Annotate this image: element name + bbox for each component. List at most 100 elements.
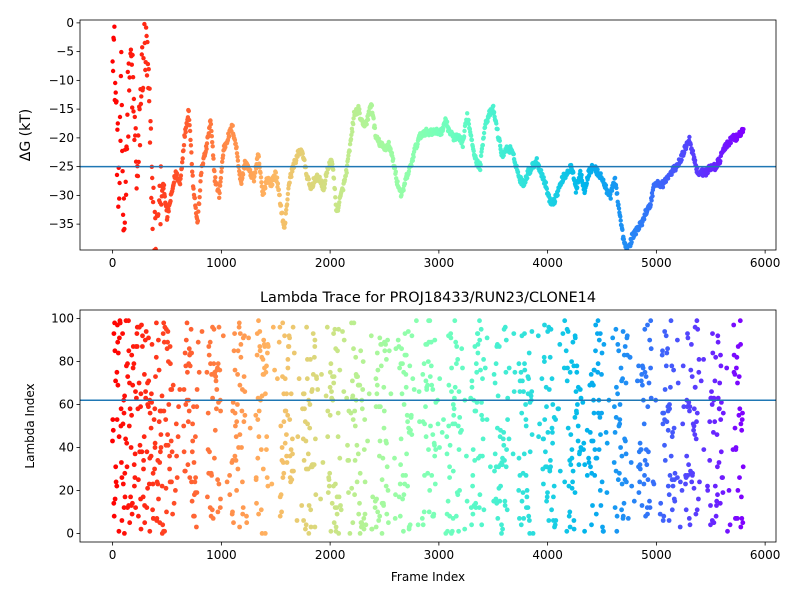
bottom-point-1153	[651, 481, 657, 487]
top-point-402	[285, 197, 290, 202]
bottom-point-151	[159, 393, 165, 399]
bottom-point-1121	[638, 378, 644, 384]
top-point-232	[211, 156, 216, 161]
bottom-point-637	[400, 496, 405, 502]
bottom-point-387	[280, 475, 286, 480]
top-point-489	[323, 178, 328, 183]
bottom-point-393	[282, 333, 287, 339]
bottom-point-1107	[628, 460, 634, 465]
bottom-point-1066	[612, 430, 618, 435]
bottom-point-544	[354, 442, 360, 448]
top-point-283	[233, 141, 238, 146]
bottom-point-980	[569, 485, 575, 491]
bottom-point-1049	[598, 503, 604, 508]
bottom-point-1263	[709, 402, 715, 407]
bottom-point-472	[320, 460, 326, 465]
bottom-point-336	[254, 352, 260, 358]
bottom-point-292	[231, 520, 236, 526]
bottom-point-592	[377, 513, 383, 519]
bottom-point-583	[374, 391, 380, 397]
top-point-225	[208, 118, 213, 123]
bottom-point-930	[545, 430, 551, 435]
bottom-point-820	[492, 451, 498, 457]
bottom-point-535	[351, 320, 357, 326]
bottom-point-660	[407, 522, 413, 528]
bottom-point-957	[557, 468, 563, 474]
top-point-554	[351, 116, 356, 121]
bottom-point-564	[361, 516, 367, 521]
bottom-point-298	[233, 423, 238, 429]
bottom-point-915	[541, 481, 546, 487]
top-point-49	[131, 96, 137, 102]
top-point-296	[239, 181, 244, 186]
bottom-point-1117	[637, 462, 643, 468]
bottom-point-916	[541, 436, 546, 442]
bottom-point-1327	[739, 427, 745, 433]
bottom-point-979	[569, 447, 575, 452]
bottom-point-214	[187, 363, 193, 369]
bottom-point-301	[234, 488, 240, 493]
top-point-181	[189, 150, 194, 155]
bottom-point-469	[315, 387, 321, 392]
bottom-point-371	[265, 483, 271, 489]
bottom-point-996	[575, 402, 580, 407]
bottom-point-832	[496, 344, 502, 349]
bottom-point-476	[325, 434, 331, 440]
top-point-846	[478, 162, 483, 167]
bottom-point-1207	[683, 481, 688, 487]
bottom-point-375	[272, 367, 277, 373]
bottom-point-785	[473, 500, 479, 506]
bottom-point-723	[444, 434, 450, 440]
bottom-point-279	[218, 496, 223, 502]
bottom-point-1012	[584, 473, 590, 478]
top-point-401	[284, 202, 290, 207]
top-point-81	[145, 61, 151, 67]
top-point-642	[389, 150, 395, 156]
bottom-point-212	[186, 346, 192, 352]
bottom-point-295	[232, 453, 238, 459]
bottom-point-196	[181, 449, 187, 455]
bottom-point-898	[526, 350, 532, 356]
bottom-point-425	[299, 503, 305, 508]
bottom-point-696	[427, 318, 433, 324]
bottom-point-89	[139, 322, 144, 328]
bottom-point-157	[161, 320, 167, 326]
bottom-point-490	[329, 500, 335, 506]
top-point-692	[411, 154, 416, 160]
top-point-1217	[639, 223, 645, 228]
bottom-point-1099	[623, 380, 629, 386]
bottom-point-155	[160, 331, 166, 336]
bottom-point-121	[149, 342, 155, 347]
bottom-point-1330	[740, 410, 745, 416]
bottom-point-757	[455, 423, 461, 429]
top-point-20	[119, 49, 124, 55]
bottom-point-364	[263, 369, 269, 375]
bottom-point-797	[477, 318, 482, 324]
top-point-229	[210, 140, 215, 145]
top-point-341	[258, 175, 264, 180]
bottom-point-400	[284, 453, 289, 459]
bottom-point-567	[362, 417, 368, 422]
bottom-point-447	[307, 425, 313, 431]
bottom-point-806	[480, 376, 485, 382]
bottom-points	[110, 318, 746, 536]
bottom-point-85	[138, 404, 144, 410]
top-point-288	[235, 158, 241, 163]
bottom-point-1185	[668, 453, 674, 459]
bottom-point-1118	[637, 466, 643, 472]
top-point-26	[121, 196, 127, 201]
bottom-point-188	[173, 421, 179, 427]
bottom-point-1183	[668, 384, 673, 390]
top-point-862	[485, 119, 490, 124]
bottom-point-857	[505, 395, 511, 401]
bottom-point-889	[523, 473, 529, 478]
bottom-point-580	[373, 524, 379, 530]
bottom-point-37	[122, 393, 127, 399]
bottom-point-61	[130, 500, 135, 506]
top-point-91	[150, 175, 155, 181]
bottom-point-194	[181, 423, 187, 429]
bottom-point-1252	[701, 357, 706, 362]
top-point-367	[270, 182, 275, 187]
bottom-point-168	[165, 339, 171, 345]
